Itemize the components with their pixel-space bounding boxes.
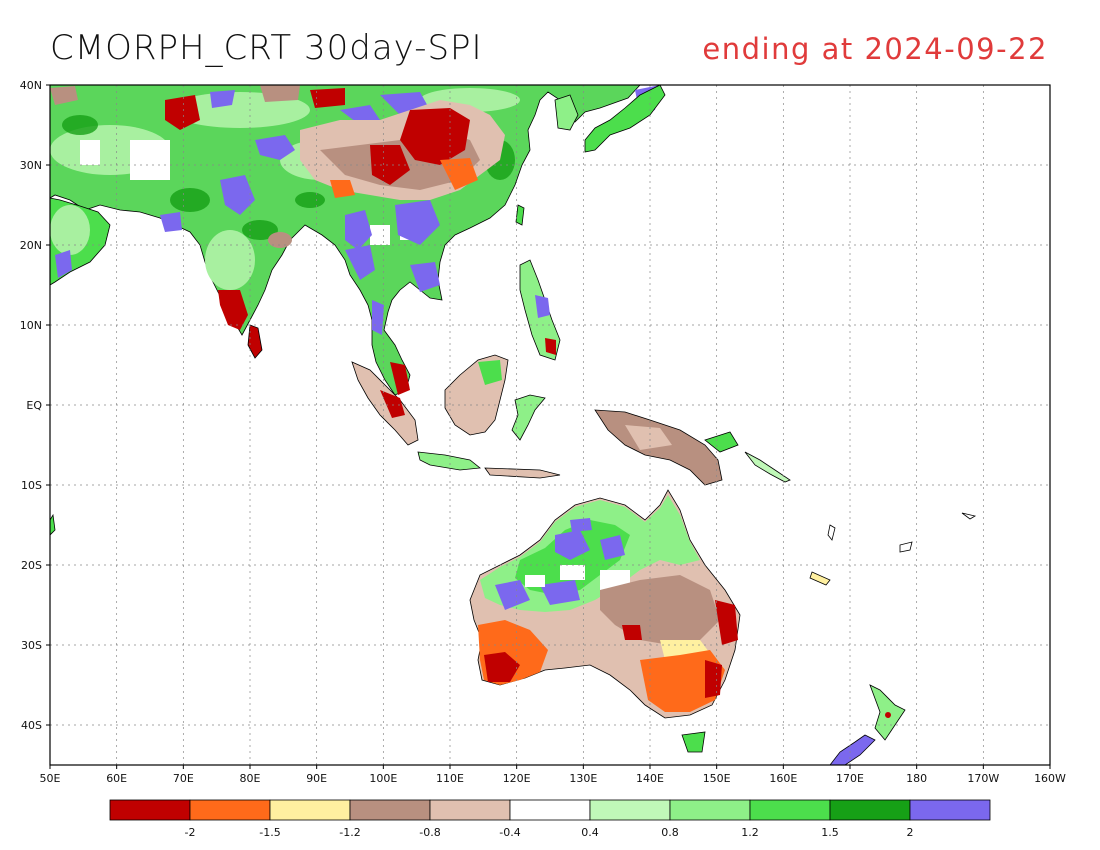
- colorbar-label: 1.5: [821, 826, 839, 839]
- china-dry-region: [50, 85, 505, 248]
- lon-label: 160W: [1034, 772, 1066, 785]
- colorbar-label: 0.4: [581, 826, 599, 839]
- colorbar-swatch: [429, 799, 511, 821]
- lon-label: 50E: [40, 772, 61, 785]
- sumatra-land: [351, 361, 419, 446]
- colorbar-label: -0.4: [499, 826, 520, 839]
- lat-label: 10N: [20, 319, 42, 332]
- lesser-sunda: [484, 467, 561, 479]
- colorbar-swatch: [909, 799, 991, 821]
- land-shading: [50, 85, 977, 765]
- lon-label: 60E: [106, 772, 127, 785]
- colorbar-swatch: [749, 799, 831, 821]
- vanuatu: [827, 524, 836, 541]
- japan-land: [584, 85, 666, 153]
- axis-labels: 50E 60E 70E 80E 90E 100E 110E 120E 130E 140E 150E 1…: [20, 79, 1066, 785]
- lat-label: EQ: [26, 399, 42, 412]
- colorbar-swatch: [509, 799, 591, 821]
- madagascar-ish: [50, 513, 56, 536]
- nz-south-island: [829, 734, 876, 765]
- lon-label: 160E: [769, 772, 797, 785]
- lon-label: 150E: [703, 772, 731, 785]
- sulawesi-land: [511, 394, 546, 441]
- lon-label: 100E: [369, 772, 397, 785]
- colorbar-swatch: [829, 799, 911, 821]
- lon-label: 70E: [173, 772, 194, 785]
- fiji: [899, 541, 913, 553]
- lon-label: 80E: [240, 772, 261, 785]
- colorbar-swatch: [109, 799, 191, 821]
- lon-label: 120E: [503, 772, 531, 785]
- malay-dry: [390, 362, 410, 395]
- colorbar-swatch: [349, 799, 431, 821]
- colorbar-swatch: [589, 799, 671, 821]
- lat-label: 40N: [20, 79, 42, 92]
- colorbar-swatch: [189, 799, 271, 821]
- colorbar-swatch: [669, 799, 751, 821]
- australia-blue-patches: [495, 518, 625, 610]
- date-subtitle: ending at 2024-09-22: [702, 32, 1048, 66]
- grid-lines: [50, 85, 1050, 765]
- lat-label: 30N: [20, 159, 42, 172]
- colorbar-label: -0.8: [419, 826, 440, 839]
- java-land: [417, 451, 482, 471]
- mindanao-dry: [545, 338, 556, 355]
- australia-se-red: [705, 660, 722, 698]
- lon-label: 90E: [306, 772, 327, 785]
- lon-label: 110E: [436, 772, 464, 785]
- lon-label: 180: [906, 772, 927, 785]
- colorbar-label: -2: [185, 826, 196, 839]
- lat-label: 10S: [21, 479, 42, 492]
- new-guinea-light: [625, 425, 672, 450]
- philippines-blue: [535, 295, 550, 318]
- nz-dry-spot: [885, 712, 891, 718]
- colorbar-label: -1.5: [259, 826, 280, 839]
- sri-lanka: [247, 324, 263, 359]
- lon-label: 170E: [836, 772, 864, 785]
- lat-label: 20S: [21, 559, 42, 572]
- korea-land: [554, 94, 579, 131]
- pacific-islands: [704, 431, 739, 453]
- borneo-green: [478, 360, 502, 385]
- colorbar-label: 1.2: [741, 826, 759, 839]
- australia-se-orange: [622, 625, 642, 640]
- colorbar-swatch: [269, 799, 351, 821]
- samoa: [961, 512, 977, 520]
- australia-east-red: [715, 600, 738, 645]
- lat-label: 30S: [21, 639, 42, 652]
- solomon-islands: [744, 451, 791, 483]
- lat-label: 40S: [21, 719, 42, 732]
- map-title: CMORPH_CRT 30day-SPI: [50, 28, 483, 68]
- colorbar-label: 0.8: [661, 826, 679, 839]
- plot-frame: [49, 84, 1051, 766]
- australia-sw-red: [484, 652, 520, 682]
- colorbar: -2 -1.5 -1.2 -0.8 -0.4 0.4 0.8 1.2 1.5 2: [109, 799, 991, 839]
- new-caledonia: [809, 571, 831, 586]
- sumatra-dry: [380, 390, 405, 418]
- new-guinea-land: [594, 409, 723, 486]
- australia-se-dry: [640, 650, 725, 712]
- lat-label: 20N: [20, 239, 42, 252]
- lon-label: 170W: [967, 772, 999, 785]
- lon-label: 130E: [569, 772, 597, 785]
- tasmania-land: [681, 731, 706, 753]
- taiwan-land: [515, 204, 525, 226]
- lon-label: 140E: [636, 772, 664, 785]
- colorbar-label: 2: [907, 826, 914, 839]
- india-dry-patch: [218, 290, 248, 330]
- colorbar-label: -1.2: [339, 826, 360, 839]
